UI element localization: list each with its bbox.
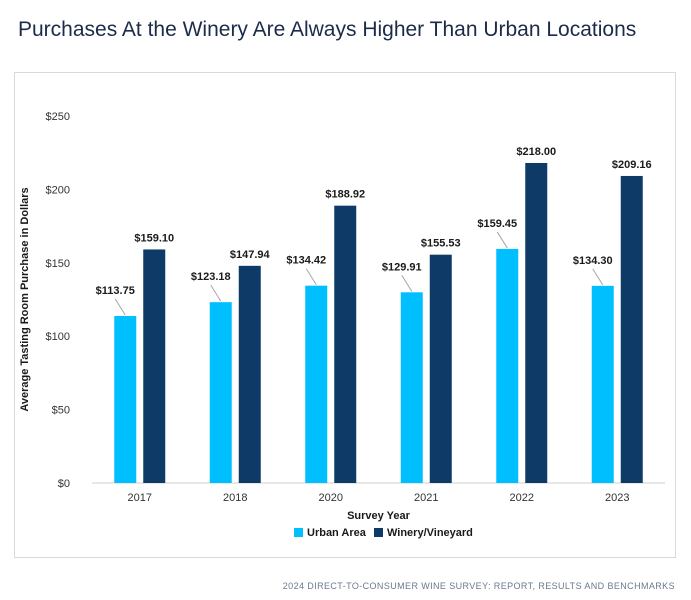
page-title: Purchases At the Winery Are Always Highe… xyxy=(18,18,637,41)
bar-winery-vineyard xyxy=(334,205,357,483)
data-label-winery-vineyard: $159.10 xyxy=(134,232,174,244)
x-tick-label: 2020 xyxy=(319,492,343,504)
data-label-winery-vineyard: $155.53 xyxy=(421,238,461,250)
data-label-urban-area: $113.75 xyxy=(96,285,135,297)
bar-winery-vineyard xyxy=(143,249,166,483)
leader-line xyxy=(210,284,222,302)
bar-urban-area xyxy=(400,292,423,483)
y-tick-label: $50 xyxy=(52,405,70,417)
leader-line xyxy=(305,268,317,285)
data-label-urban-area: $134.30 xyxy=(573,255,613,267)
leader-line xyxy=(592,268,604,286)
y-tick-label: $200 xyxy=(46,184,70,196)
data-label-urban-area: $134.42 xyxy=(286,255,326,267)
legend-label: Urban Area xyxy=(307,527,367,539)
legend-swatch xyxy=(374,528,383,537)
bar-urban-area xyxy=(305,285,328,483)
bar-winery-vineyard xyxy=(620,175,643,483)
x-tick-label: 2018 xyxy=(223,492,247,504)
data-label-winery-vineyard: $188.92 xyxy=(325,189,365,201)
x-axis-label: Survey Year xyxy=(347,510,411,522)
y-axis-label: Average Tasting Room Purchase in Dollars xyxy=(19,187,31,411)
y-tick-label: $150 xyxy=(46,258,70,270)
leader-line xyxy=(401,275,413,292)
x-axis-ticks: 2017 2018 2020 2021 2022 2023 xyxy=(128,492,630,504)
legend: Urban Area Winery/Vineyard xyxy=(294,527,473,539)
bar-urban-area xyxy=(209,302,232,483)
x-tick-label: 2017 xyxy=(128,492,152,504)
leader-lines xyxy=(114,231,604,316)
bar-winery-vineyard xyxy=(429,254,452,483)
y-tick-label: $100 xyxy=(46,331,70,343)
data-labels: $159.10 $113.75 $147.94 $123.18 $188.92 $134.… xyxy=(96,146,652,297)
x-tick-label: 2021 xyxy=(414,492,438,504)
bar-winery-vineyard xyxy=(238,265,261,483)
data-label-winery-vineyard: $147.94 xyxy=(230,249,271,261)
legend-swatch xyxy=(294,528,303,537)
chart-frame xyxy=(14,72,676,558)
bar-urban-area xyxy=(496,248,519,483)
data-label-winery-vineyard: $209.16 xyxy=(612,159,652,171)
x-tick-label: 2022 xyxy=(510,492,534,504)
bars xyxy=(114,162,643,483)
data-label-urban-area: $123.18 xyxy=(191,271,231,283)
data-label-urban-area: $129.91 xyxy=(382,261,422,273)
leader-line xyxy=(114,298,126,316)
x-tick-label: 2023 xyxy=(605,492,629,504)
legend-label: Winery/Vineyard xyxy=(387,527,473,539)
data-label-urban-area: $159.45 xyxy=(477,218,517,230)
data-label-winery-vineyard: $218.00 xyxy=(516,146,556,158)
y-axis-ticks: $0 $50 $100 $150 $200 $250 xyxy=(46,111,70,490)
y-tick-label: $250 xyxy=(46,111,70,123)
y-tick-label: $0 xyxy=(58,478,70,490)
bar-urban-area xyxy=(591,285,614,483)
bar-winery-vineyard xyxy=(525,162,548,483)
footer-source: 2024 DIRECT-TO-CONSUMER WINE SURVEY: REP… xyxy=(282,581,675,591)
bar-urban-area xyxy=(114,316,137,483)
leader-line xyxy=(496,231,508,249)
